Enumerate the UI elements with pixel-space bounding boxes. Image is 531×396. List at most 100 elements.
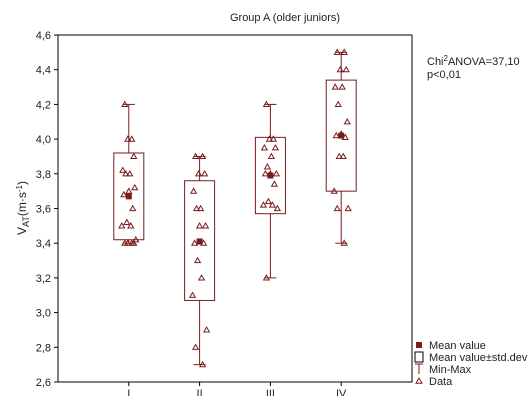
std-dev-box (113, 152, 145, 241)
data-point (125, 187, 133, 194)
data-point (343, 117, 351, 125)
anova-statistic: Chi2ANOVA=37,10 (427, 54, 520, 68)
x-tick-label: II (197, 388, 203, 396)
box-group-I (113, 100, 145, 246)
mean-marker (267, 172, 274, 179)
std-dev-box (184, 180, 216, 301)
data-point (200, 169, 209, 177)
legend-data-label: Data (429, 376, 453, 388)
data-point (194, 169, 203, 177)
data-point (201, 222, 210, 229)
data-point (264, 197, 273, 205)
data-point (342, 65, 350, 73)
data-point (195, 222, 204, 229)
data-point (119, 166, 127, 173)
data-point (259, 201, 268, 208)
mean-marker (196, 238, 203, 245)
legend-data-swatch (415, 376, 423, 384)
x-tick-label: III (266, 388, 275, 396)
data-point (271, 143, 280, 151)
data-point (333, 204, 341, 212)
data-point (123, 218, 131, 225)
y-tick-label: 3,0 (36, 308, 51, 320)
data-point (263, 163, 272, 170)
data-point (132, 235, 140, 243)
data-point (124, 135, 132, 142)
data-point (120, 190, 128, 198)
data-point (333, 48, 341, 55)
data-point (261, 169, 270, 177)
data-point (344, 204, 352, 212)
y-tick-label: 4,6 (36, 30, 51, 42)
data-point (126, 169, 134, 177)
data-point (198, 360, 207, 368)
chart-title: Group A (older juniors) (230, 12, 340, 24)
data-point (331, 83, 339, 90)
data-point (335, 152, 343, 160)
box-group-II (184, 152, 216, 368)
data-point (338, 83, 346, 90)
data-point (130, 152, 138, 160)
legend-minmax-label: Min-Max (429, 364, 472, 376)
mean-marker (125, 193, 132, 200)
data-point (129, 204, 137, 212)
legend-box-swatch (414, 351, 424, 363)
x-tick-label: IV (336, 388, 347, 396)
box-group-III (254, 100, 286, 281)
data-point (196, 204, 205, 212)
data-point (121, 100, 129, 107)
axes-group: 2,62,83,03,23,43,63,84,04,24,44,6I II III I… (36, 30, 347, 396)
legend-mean-label: Mean value (429, 340, 486, 352)
data-point (260, 143, 269, 151)
plot-area-frame (57, 34, 413, 383)
data-point (131, 183, 139, 191)
data-point (339, 152, 347, 160)
data-point (336, 65, 344, 73)
box-group-IV (325, 48, 357, 246)
data-point (262, 274, 271, 281)
legend-mean-swatch (416, 342, 422, 348)
y-tick-label: 3,6 (36, 204, 51, 216)
data-point (334, 100, 342, 107)
data-point (202, 326, 211, 333)
data-point (197, 274, 206, 281)
y-tick-label: 2,8 (36, 342, 51, 354)
data-point (330, 187, 338, 194)
data-point (191, 152, 200, 160)
anova-annotation: Chi2ANOVA=37,10 p<0,01 (427, 54, 520, 81)
data-point (188, 291, 197, 298)
mean-marker (338, 132, 345, 139)
boxes-group (113, 48, 357, 368)
std-dev-box (325, 79, 357, 192)
data-point (127, 222, 135, 229)
data-point (270, 180, 279, 187)
data-point (192, 204, 201, 212)
p-value: p<0,01 (427, 69, 461, 81)
y-tick-label: 3,2 (36, 273, 51, 285)
data-point (262, 100, 271, 107)
data-point (332, 131, 340, 139)
data-point (340, 48, 348, 55)
data-point (265, 135, 274, 142)
y-tick-label: 2,6 (36, 377, 51, 389)
data-point (193, 256, 202, 264)
data-point (122, 169, 130, 177)
data-point (269, 135, 278, 142)
y-tick-label: 3,4 (36, 238, 51, 250)
data-point (267, 152, 276, 160)
data-point (191, 343, 200, 350)
data-point (124, 239, 132, 246)
y-tick-label: 3,8 (36, 169, 51, 181)
data-point (272, 169, 281, 177)
y-tick-label: 4,4 (36, 65, 51, 77)
legend-box-label: Mean value±std.dev (429, 352, 528, 364)
legend-minmax-swatch (415, 363, 423, 374)
data-point (130, 239, 138, 246)
y-tick-label: 4,0 (36, 134, 51, 146)
data-point (128, 135, 136, 142)
data-point (198, 152, 207, 160)
y-axis-label: VAT(m·s-1) (15, 181, 31, 235)
data-point (118, 222, 126, 229)
